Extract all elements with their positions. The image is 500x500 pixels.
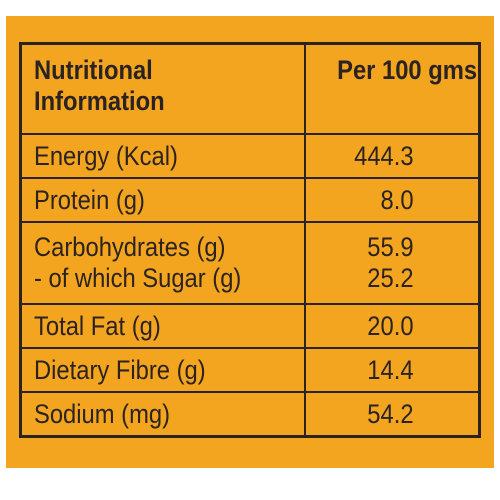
table-row-protein: Protein (g) 8.0 — [19, 177, 481, 223]
carbohydrates-value: 55.9 — [367, 232, 414, 262]
dietary-fibre-value: 14.4 — [367, 354, 414, 385]
table-header-row: Nutritional Information Per 100 gms — [19, 42, 481, 135]
carbohydrates-label: Carbohydrates (g) — [34, 232, 226, 262]
sugar-value: 25.2 — [367, 263, 414, 293]
header-nutritional-information: Nutritional Information — [19, 42, 306, 135]
sugar-label: - of which Sugar (g) — [34, 263, 242, 293]
table-row-carbohydrates: Carbohydrates (g) - of which Sugar (g) 5… — [19, 221, 481, 305]
energy-label: Energy (Kcal) — [34, 140, 178, 171]
sodium-label: Sodium (mg) — [34, 398, 171, 429]
protein-label: Protein (g) — [34, 184, 145, 215]
energy-value: 444.3 — [354, 140, 414, 171]
total-fat-label: Total Fat (g) — [34, 310, 161, 341]
dietary-fibre-label: Dietary Fibre (g) — [34, 354, 206, 385]
table-row-sodium: Sodium (mg) 54.2 — [19, 391, 481, 438]
header-per-100-gms: Per 100 gms — [304, 42, 481, 135]
table-row-dietary-fibre: Dietary Fibre (g) 14.4 — [19, 347, 481, 393]
table-row-energy: Energy (Kcal) 444.3 — [19, 133, 481, 179]
protein-value: 8.0 — [380, 184, 414, 215]
sodium-value: 54.2 — [367, 398, 414, 429]
header-per-serving-label: Per 100 gms — [337, 55, 478, 85]
nutrition-facts-table: Nutritional Information Per 100 gms Ener… — [19, 42, 481, 438]
header-title-line-1: Nutritional — [34, 55, 153, 85]
header-title-line-2: Information — [34, 86, 165, 116]
table-row-total-fat: Total Fat (g) 20.0 — [19, 303, 481, 349]
total-fat-value: 20.0 — [367, 310, 414, 341]
